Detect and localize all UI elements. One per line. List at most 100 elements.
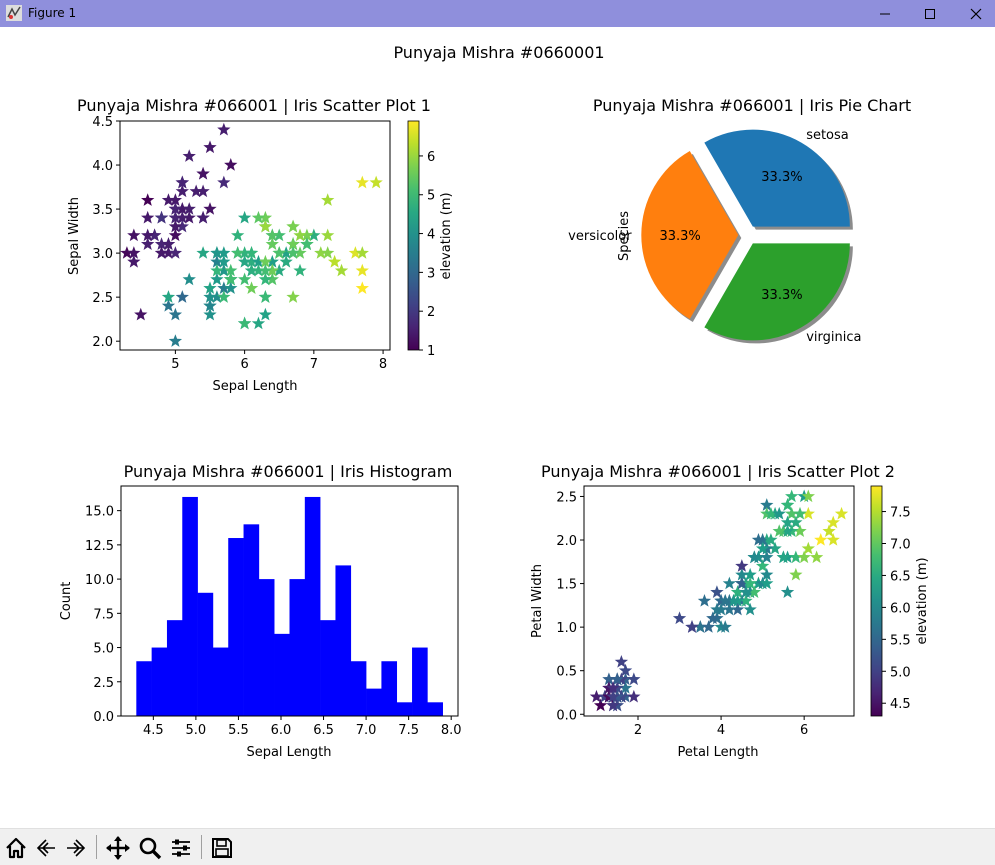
scatter-point [809,550,824,564]
scatter-point [161,290,176,303]
colorbar-tick-label: 6.5 [890,569,911,584]
save-button[interactable] [207,833,237,863]
x-tick-label: 7 [310,357,318,372]
scatter-point [701,620,716,633]
scatter-point [348,246,363,259]
scatter-point [203,290,217,303]
scatter-point [355,246,369,259]
scatter-point [210,272,224,286]
scatter-point [739,594,753,607]
figure-canvas[interactable]: Punyaja Mishra #0660001 Punyaja Mishra #… [0,27,995,828]
scatter-point [286,237,300,250]
zoom-button[interactable] [135,833,165,863]
scatter2-ylabel: Petal Width [530,564,545,638]
pie-slice-label: versicolor [568,229,632,244]
scatter-point [196,246,210,259]
configure-icon [172,839,190,857]
scatter-point [141,193,155,206]
scatter-point [258,307,273,321]
scatter-point [293,228,307,242]
scatter-point [606,698,620,712]
scatter-point [244,263,259,277]
figure-svg: Punyaja Mishra #0660001 Punyaja Mishra #… [59,43,930,760]
scatter-point [217,122,231,136]
scatter-point [237,316,252,330]
scatter-point [722,576,737,590]
scatter-point [606,689,620,703]
scatter-point [210,254,224,268]
x-tick-label: 6 [240,357,248,372]
home-button[interactable] [1,833,31,863]
scatter-point [801,541,815,555]
histogram-bar [335,565,352,716]
scatter-point [822,524,836,537]
scatter-point [731,585,745,598]
scatter-point [258,290,273,303]
colorbar-tick-label: 3 [427,266,435,281]
scatter-point [618,681,633,694]
histogram-title: Punyaja Mishra #066001 | Iris Histogram [124,462,453,481]
scatter-point [210,290,224,303]
y-tick-label: 3.5 [92,203,113,218]
scatter-point [251,316,266,330]
x-tick-label: 8 [379,357,387,372]
scatter-point [168,246,183,259]
y-tick-label: 4.0 [92,159,113,174]
histogram-bar [320,620,336,716]
scatter-point [739,585,753,598]
scatter2-xticks: 2 4 6 [634,716,808,738]
scatter-point [726,594,741,607]
scatter-point [789,515,803,529]
scatter-point [286,246,300,259]
histogram-bar [427,702,443,716]
y-tick-label: 2.5 [92,291,113,306]
histogram-bar [412,647,428,716]
scatter-point [196,166,210,180]
scatter-point [747,585,761,598]
x-tick-label: 7.5 [398,723,419,738]
scatter-point [168,193,183,206]
scatter-point [217,246,231,259]
scatter-point [735,576,749,590]
scatter-point [161,193,176,206]
scatter-point [258,210,273,224]
toolbar-separator [201,835,202,859]
pan-button[interactable] [103,833,133,863]
scatter-point [785,489,799,503]
scatter-point [272,228,286,242]
x-tick-label: 5.0 [186,723,207,738]
scatter-point [231,246,245,259]
scatter-point [203,202,217,215]
colorbar-tick-label: 5 [427,189,435,204]
scatter-point [793,506,807,520]
histogram-bar [304,496,321,716]
close-button[interactable] [953,0,995,27]
configure-subplots-button[interactable] [166,833,196,863]
pie-slice-label: setosa [806,128,849,143]
scatter-point [168,307,183,321]
scatter-point [797,550,811,564]
y-tick-label: 2.5 [93,676,114,691]
scatter-point [251,210,266,224]
y-tick-label: 2.0 [92,335,113,350]
scatter-point [731,602,745,616]
pie-percent-label: 33.3% [761,288,802,303]
x-tick-label: 4 [717,723,725,738]
forward-button[interactable] [61,833,91,863]
colorbar-tick-label: 4 [427,228,435,243]
scatter-point [224,263,238,277]
scatter-point [154,210,169,224]
maximize-button[interactable] [907,0,953,27]
scatter-point [251,263,266,277]
scatter-point [780,585,795,598]
x-tick-label: 5 [171,357,179,372]
scatter-plot-1: Punyaja Mishra #066001 | Iris Scatter Pl… [67,96,454,394]
scatter-point [217,290,231,303]
figure-suptitle: Punyaja Mishra #0660001 [393,43,604,62]
scatter-point [627,689,641,703]
back-button[interactable] [31,833,61,863]
scatter-point [265,254,279,268]
scatter-point [743,576,757,590]
minimize-button[interactable] [862,0,908,27]
histogram: Punyaja Mishra #066001 | Iris Histogram … [59,462,462,760]
